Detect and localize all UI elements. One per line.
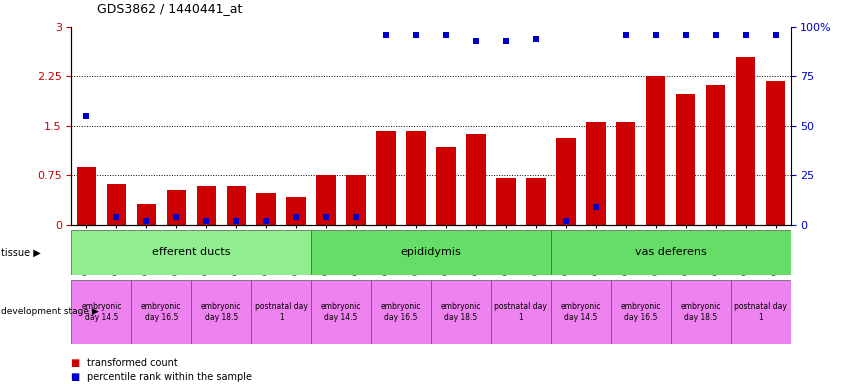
Text: GDS3862 / 1440441_at: GDS3862 / 1440441_at	[97, 2, 242, 15]
Bar	[226, 186, 246, 225]
Text: percentile rank within the sample: percentile rank within the sample	[87, 372, 251, 382]
Text: ■: ■	[71, 358, 84, 368]
Bar	[551, 230, 791, 275]
Bar	[191, 280, 251, 344]
Text: development stage ▶: development stage ▶	[1, 308, 98, 316]
Bar	[766, 81, 785, 225]
Bar	[311, 280, 371, 344]
Text: embryonic
day 14.5: embryonic day 14.5	[321, 302, 362, 322]
Bar	[491, 280, 551, 344]
Bar	[496, 179, 516, 225]
Bar	[556, 137, 575, 225]
Bar	[167, 190, 186, 225]
Text: embryonic
day 18.5: embryonic day 18.5	[201, 302, 241, 322]
Bar	[136, 204, 156, 225]
Text: transformed count: transformed count	[87, 358, 177, 368]
Text: embryonic
day 14.5: embryonic day 14.5	[561, 302, 601, 322]
Bar	[736, 56, 755, 225]
Bar	[670, 280, 731, 344]
Bar	[406, 131, 426, 225]
Text: vas deferens: vas deferens	[635, 247, 706, 258]
Bar	[251, 280, 311, 344]
Text: postnatal day
1: postnatal day 1	[255, 302, 308, 322]
Bar	[131, 280, 191, 344]
Bar	[71, 230, 311, 275]
Bar	[616, 122, 636, 225]
Bar	[586, 122, 606, 225]
Text: embryonic
day 16.5: embryonic day 16.5	[381, 302, 421, 322]
Bar	[316, 175, 336, 225]
Bar	[611, 280, 670, 344]
Bar	[257, 193, 276, 225]
Text: epididymis: epididymis	[400, 247, 462, 258]
Bar	[311, 230, 551, 275]
Bar	[107, 184, 126, 225]
Bar	[371, 280, 431, 344]
Text: embryonic
day 16.5: embryonic day 16.5	[621, 302, 661, 322]
Text: tissue ▶: tissue ▶	[1, 247, 40, 258]
Text: efferent ducts: efferent ducts	[152, 247, 230, 258]
Bar	[197, 186, 216, 225]
Bar	[646, 76, 665, 225]
Bar	[436, 147, 456, 225]
Bar	[376, 131, 396, 225]
Bar	[71, 280, 131, 344]
Bar	[287, 197, 306, 225]
Bar	[551, 280, 611, 344]
Bar	[676, 94, 696, 225]
Bar	[466, 134, 486, 225]
Bar	[346, 175, 366, 225]
Bar	[706, 85, 726, 225]
Bar	[431, 280, 491, 344]
Text: postnatal day
1: postnatal day 1	[734, 302, 787, 322]
Bar	[77, 167, 96, 225]
Text: postnatal day
1: postnatal day 1	[495, 302, 547, 322]
Text: ■: ■	[71, 372, 84, 382]
Text: embryonic
day 16.5: embryonic day 16.5	[141, 302, 182, 322]
Text: embryonic
day 18.5: embryonic day 18.5	[441, 302, 481, 322]
Bar	[731, 280, 791, 344]
Bar	[526, 179, 546, 225]
Text: embryonic
day 18.5: embryonic day 18.5	[680, 302, 721, 322]
Text: embryonic
day 14.5: embryonic day 14.5	[82, 302, 122, 322]
